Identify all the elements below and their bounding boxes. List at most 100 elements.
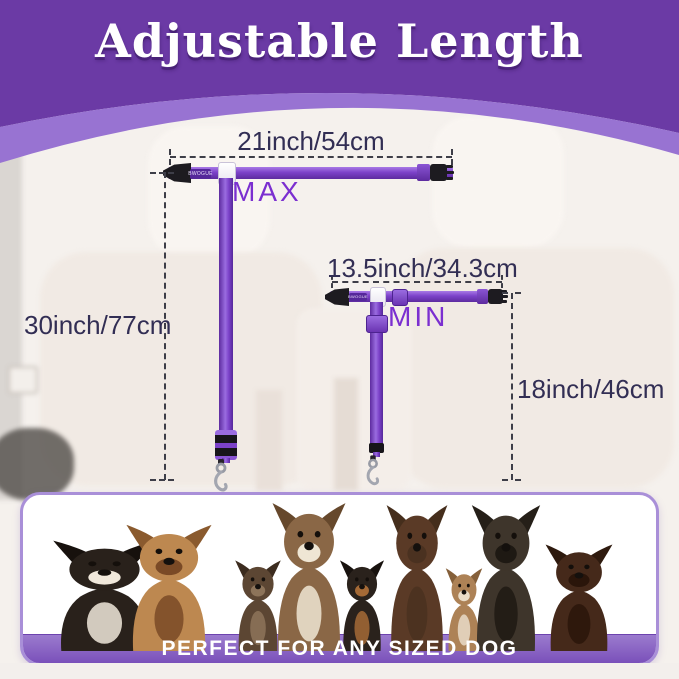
page-title: Adjustable Length (95, 14, 584, 68)
snap-hook-icon (366, 455, 380, 486)
min-length-dimension-line (332, 281, 502, 283)
dog-nose (359, 583, 365, 590)
max-length-dimension-line (170, 156, 452, 158)
dog-eye (458, 583, 462, 588)
banner-text: PERFECT FOR ANY SIZED DOG (161, 637, 518, 660)
dog-nose (97, 569, 112, 576)
dog-nose (255, 583, 261, 590)
dog-chest (86, 602, 123, 644)
buckle-prong (501, 295, 508, 298)
brand-tag-min: BWOGUE (347, 293, 369, 301)
dog-boxer-puppy (126, 524, 212, 651)
dog-nose (163, 557, 175, 566)
dog-eye (250, 577, 255, 582)
dog-chest (494, 586, 518, 642)
min-drop-label: 18inch/46cm (517, 374, 665, 404)
dog-chest (296, 585, 322, 642)
seat-shadow (0, 428, 74, 500)
max-left-clip (163, 163, 191, 183)
dog-eye (355, 577, 359, 582)
seatbelt-buckle-background (8, 366, 38, 394)
dog-eye (112, 561, 121, 567)
dimension-tick (169, 149, 171, 165)
door-pillar (0, 100, 22, 500)
max-drop-dimension-line (164, 172, 166, 480)
dog-chest (406, 586, 428, 642)
dimension-tick (331, 275, 333, 288)
snap-hook-icon (214, 459, 228, 492)
dog-muzzle (568, 573, 590, 587)
dimension-tick (502, 292, 521, 294)
max-strap-tail (222, 458, 230, 463)
header-arc (0, 0, 679, 163)
dog-french-bulldog (235, 560, 281, 651)
seatbelt-strap-background (334, 378, 358, 490)
dog-eye (88, 561, 97, 567)
min-strap-tail (373, 452, 380, 457)
min-horizontal-strap (330, 291, 503, 302)
dog-nose (461, 589, 467, 595)
dog-eye (495, 532, 501, 539)
min-strap-adjuster-horizontal (392, 289, 408, 306)
max-size-label: MAX (232, 176, 302, 207)
buckle-prong (501, 300, 507, 303)
dimension-tick (501, 275, 503, 288)
dog-eye (421, 532, 427, 539)
buckle-prong (446, 171, 454, 174)
dog-muzzle (88, 570, 121, 585)
min-drop-dimension-line (511, 293, 513, 480)
dog-nose (501, 543, 511, 552)
dog-eye (261, 577, 266, 582)
min-buckle-female (477, 289, 488, 304)
max-horizontal-strap (168, 167, 453, 179)
dog-muzzle (495, 544, 517, 564)
dimension-tick (451, 149, 453, 165)
min-length-label: 13.5inch/34.3cm (327, 253, 518, 283)
dog-head (284, 513, 334, 570)
dog-chocolate-lab (545, 544, 613, 651)
min-vertical-slider (366, 315, 388, 333)
dog-nose (574, 572, 584, 579)
min-left-clip (325, 288, 349, 306)
brand-tag-max: BWOGUE (188, 169, 213, 179)
min-size-label: MIN (388, 301, 449, 332)
max-buckle-female (417, 164, 430, 181)
dog-eye (175, 548, 183, 555)
dog-eye (511, 532, 517, 539)
dog-eye (584, 564, 590, 570)
dog-labradoodle (386, 505, 448, 651)
dogs-panel: PERFECT FOR ANY SIZED DOG (20, 492, 659, 666)
min-strap-stop (369, 443, 384, 453)
headrest-left (148, 126, 270, 258)
seatbelt-strap-background (256, 390, 282, 490)
dogs-row (23, 495, 656, 663)
dog-muzzle (297, 542, 321, 563)
dog-chest (457, 614, 471, 646)
dog-chest (250, 610, 266, 646)
max-strap-adjuster (215, 430, 237, 460)
headrest-right (432, 116, 564, 248)
buckle-prong (501, 290, 507, 293)
dog-eye (407, 532, 413, 539)
buckle-prong (446, 165, 453, 168)
dog-eye (155, 548, 163, 555)
dimension-tick (502, 479, 521, 481)
dog-chest (567, 603, 591, 645)
dog-nose (413, 543, 421, 552)
max-vertical-strap (219, 178, 233, 432)
dog-eye (297, 531, 304, 538)
dimension-tick (150, 479, 174, 481)
dog-bernese-mountain-dog (53, 540, 156, 651)
dog-eye (365, 577, 369, 582)
dog-chihuahua (445, 568, 483, 651)
min-vertical-strap (370, 302, 383, 444)
dog-nose (304, 541, 314, 551)
dog-chest (154, 595, 184, 643)
dog-eye (466, 583, 470, 588)
dog-dachshund (339, 560, 385, 651)
dog-german-shepherd (471, 505, 541, 651)
max-buckle-male (430, 164, 447, 181)
min-buckle-male (488, 289, 503, 304)
dog-muzzle (407, 544, 427, 564)
